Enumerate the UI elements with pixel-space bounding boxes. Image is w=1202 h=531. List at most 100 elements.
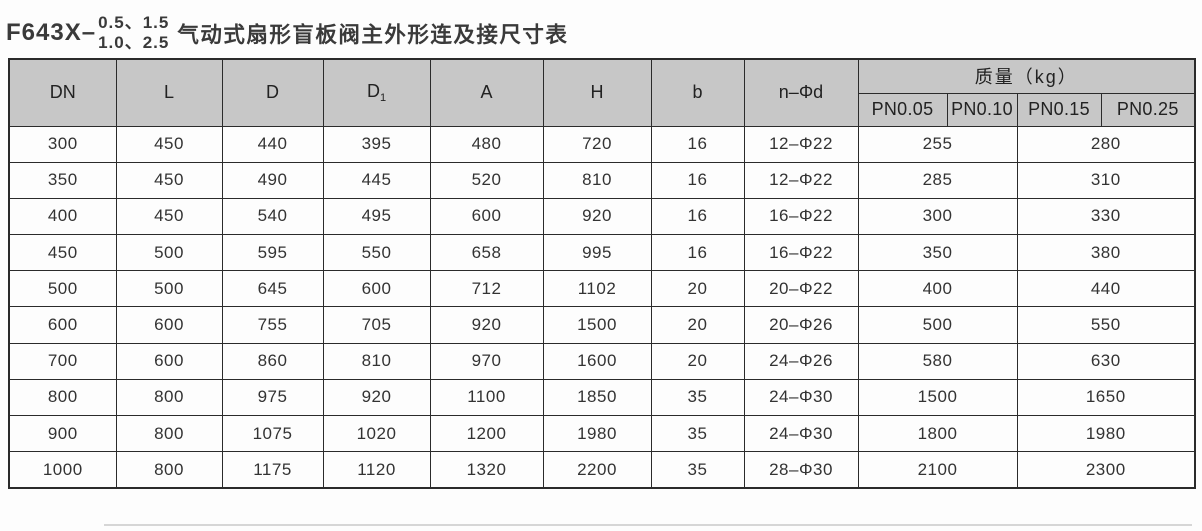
title-pressure-ratings: 0.5、1.5 1.0、2.5 bbox=[98, 13, 169, 52]
table-row: 450 500 595 550 658 995 16 16–Φ22 350 380 bbox=[8, 234, 1196, 272]
cell-mass-high: 1980 bbox=[1016, 414, 1196, 453]
cell-d1: 495 bbox=[322, 197, 431, 236]
cell-d: 975 bbox=[221, 378, 324, 417]
cell-mass-low: 1800 bbox=[857, 414, 1018, 453]
cell-h: 810 bbox=[542, 161, 652, 199]
table-row: 300 450 440 395 480 720 16 12–Φ22 255 280 bbox=[8, 125, 1196, 163]
col-header-mass-group: 质量（kg） bbox=[857, 58, 1196, 94]
cell-b: 20 bbox=[650, 270, 745, 308]
cell-b: 20 bbox=[650, 342, 745, 380]
col-header-a: A bbox=[429, 58, 544, 127]
cell-mass-low: 500 bbox=[857, 306, 1018, 344]
cell-a: 520 bbox=[429, 161, 544, 199]
col-header-dn: DN bbox=[8, 58, 117, 127]
cell-d: 540 bbox=[221, 197, 324, 236]
cell-a: 712 bbox=[429, 270, 544, 308]
cell-d1: 395 bbox=[322, 125, 431, 163]
cell-l: 800 bbox=[115, 451, 223, 489]
cell-n-phi-d: 24–Φ26 bbox=[743, 342, 859, 380]
cell-b: 16 bbox=[650, 197, 745, 236]
cell-dn: 500 bbox=[8, 270, 117, 308]
table-row: 600 600 755 705 920 1500 20 20–Φ26 500 550 bbox=[8, 306, 1196, 344]
cell-mass-low: 2100 bbox=[857, 451, 1018, 489]
table-row: 700 600 860 810 970 1600 20 24–Φ26 580 630 bbox=[8, 342, 1196, 380]
cell-n-phi-d: 24–Φ30 bbox=[743, 378, 859, 417]
cell-mass-low: 580 bbox=[857, 342, 1018, 380]
cell-mass-low: 285 bbox=[857, 161, 1018, 199]
cell-l: 600 bbox=[115, 306, 223, 344]
cell-n-phi-d: 16–Φ22 bbox=[743, 234, 859, 272]
cell-b: 35 bbox=[650, 378, 745, 417]
cell-mass-high: 330 bbox=[1016, 197, 1196, 236]
cell-b: 16 bbox=[650, 161, 745, 199]
table-row: 900 800 1075 1020 1200 1980 35 24–Φ30 1800 1980 bbox=[8, 414, 1196, 453]
cell-h: 720 bbox=[542, 125, 652, 163]
cell-n-phi-d: 12–Φ22 bbox=[743, 161, 859, 199]
cell-n-phi-d: 28–Φ30 bbox=[743, 451, 859, 489]
cell-mass-high: 550 bbox=[1016, 306, 1196, 344]
cell-dn: 350 bbox=[8, 161, 117, 199]
cell-mass-high: 310 bbox=[1016, 161, 1196, 199]
cell-l: 450 bbox=[115, 197, 223, 236]
cell-d1: 445 bbox=[322, 161, 431, 199]
cell-b: 16 bbox=[650, 234, 745, 272]
header-row-main: DN L D D1 A H b n–Φd 质量（kg） bbox=[8, 58, 1196, 127]
cell-n-phi-d: 20–Φ26 bbox=[743, 306, 859, 344]
table-row: 800 800 975 920 1100 1850 35 24–Φ30 1500 1650 bbox=[8, 378, 1196, 417]
cell-h: 1980 bbox=[542, 414, 652, 453]
table-body: 300 450 440 395 480 720 16 12–Φ22 255 280 350 450 49… bbox=[8, 125, 1196, 489]
cell-l: 450 bbox=[115, 125, 223, 163]
cell-d1: 1020 bbox=[322, 414, 431, 453]
cell-mass-high: 630 bbox=[1016, 342, 1196, 380]
cell-h: 1102 bbox=[542, 270, 652, 308]
scan-artifact-line bbox=[104, 524, 1192, 526]
cell-mass-high: 1650 bbox=[1016, 378, 1196, 417]
cell-mass-high: 440 bbox=[1016, 270, 1196, 308]
cell-mass-low: 300 bbox=[857, 197, 1018, 236]
cell-l: 500 bbox=[115, 234, 223, 272]
cell-d: 860 bbox=[221, 342, 324, 380]
cell-n-phi-d: 12–Φ22 bbox=[743, 125, 859, 163]
cell-mass-low: 400 bbox=[857, 270, 1018, 308]
cell-dn: 600 bbox=[8, 306, 117, 344]
cell-dn: 400 bbox=[8, 197, 117, 236]
cell-d: 1175 bbox=[221, 451, 324, 489]
cell-h: 1500 bbox=[542, 306, 652, 344]
title-pressure-bottom: 1.0、2.5 bbox=[98, 33, 170, 52]
cell-h: 920 bbox=[542, 197, 652, 236]
table-row: 500 500 645 600 712 1102 20 20–Φ22 400 440 bbox=[8, 270, 1196, 308]
cell-d1: 550 bbox=[322, 234, 431, 272]
cell-l: 500 bbox=[115, 270, 223, 308]
cell-mass-low: 350 bbox=[857, 234, 1018, 272]
cell-d: 440 bbox=[221, 125, 324, 163]
table-row: 400 450 540 495 600 920 16 16–Φ22 300 330 bbox=[8, 197, 1196, 236]
cell-n-phi-d: 16–Φ22 bbox=[743, 197, 859, 236]
table-header: DN L D D1 A H b n–Φd 质量（kg） PN0.05 PN0.1… bbox=[8, 58, 1196, 127]
cell-d: 645 bbox=[221, 270, 324, 308]
cell-a: 970 bbox=[429, 342, 544, 380]
page-title: F643X– 0.5、1.5 1.0、2.5 气动式扇形盲板阀主外形连及接尺寸表 bbox=[0, 0, 1202, 58]
col-header-pn025: PN0.25 bbox=[1100, 92, 1196, 127]
cell-l: 600 bbox=[115, 342, 223, 380]
cell-a: 1200 bbox=[429, 414, 544, 453]
cell-b: 16 bbox=[650, 125, 745, 163]
cell-b: 35 bbox=[650, 451, 745, 489]
cell-mass-high: 2300 bbox=[1016, 451, 1196, 489]
cell-d1: 920 bbox=[322, 378, 431, 417]
col-header-h: H bbox=[542, 58, 652, 127]
cell-dn: 1000 bbox=[8, 451, 117, 489]
cell-d: 595 bbox=[221, 234, 324, 272]
cell-h: 1850 bbox=[542, 378, 652, 417]
cell-a: 480 bbox=[429, 125, 544, 163]
header-row-pn: PN0.05 PN0.10 PN0.15 PN0.25 bbox=[9, 92, 1196, 127]
cell-mass-low: 255 bbox=[857, 125, 1018, 163]
cell-b: 20 bbox=[650, 306, 745, 344]
cell-d: 1075 bbox=[221, 414, 324, 453]
table-row: 1000 800 1175 1120 1320 2200 35 28–Φ30 2100 2300 bbox=[8, 451, 1196, 489]
cell-h: 995 bbox=[542, 234, 652, 272]
cell-d1: 810 bbox=[322, 342, 431, 380]
col-header-d1-base: D bbox=[366, 81, 380, 102]
cell-n-phi-d: 20–Φ22 bbox=[743, 270, 859, 308]
col-header-b: b bbox=[650, 58, 745, 127]
